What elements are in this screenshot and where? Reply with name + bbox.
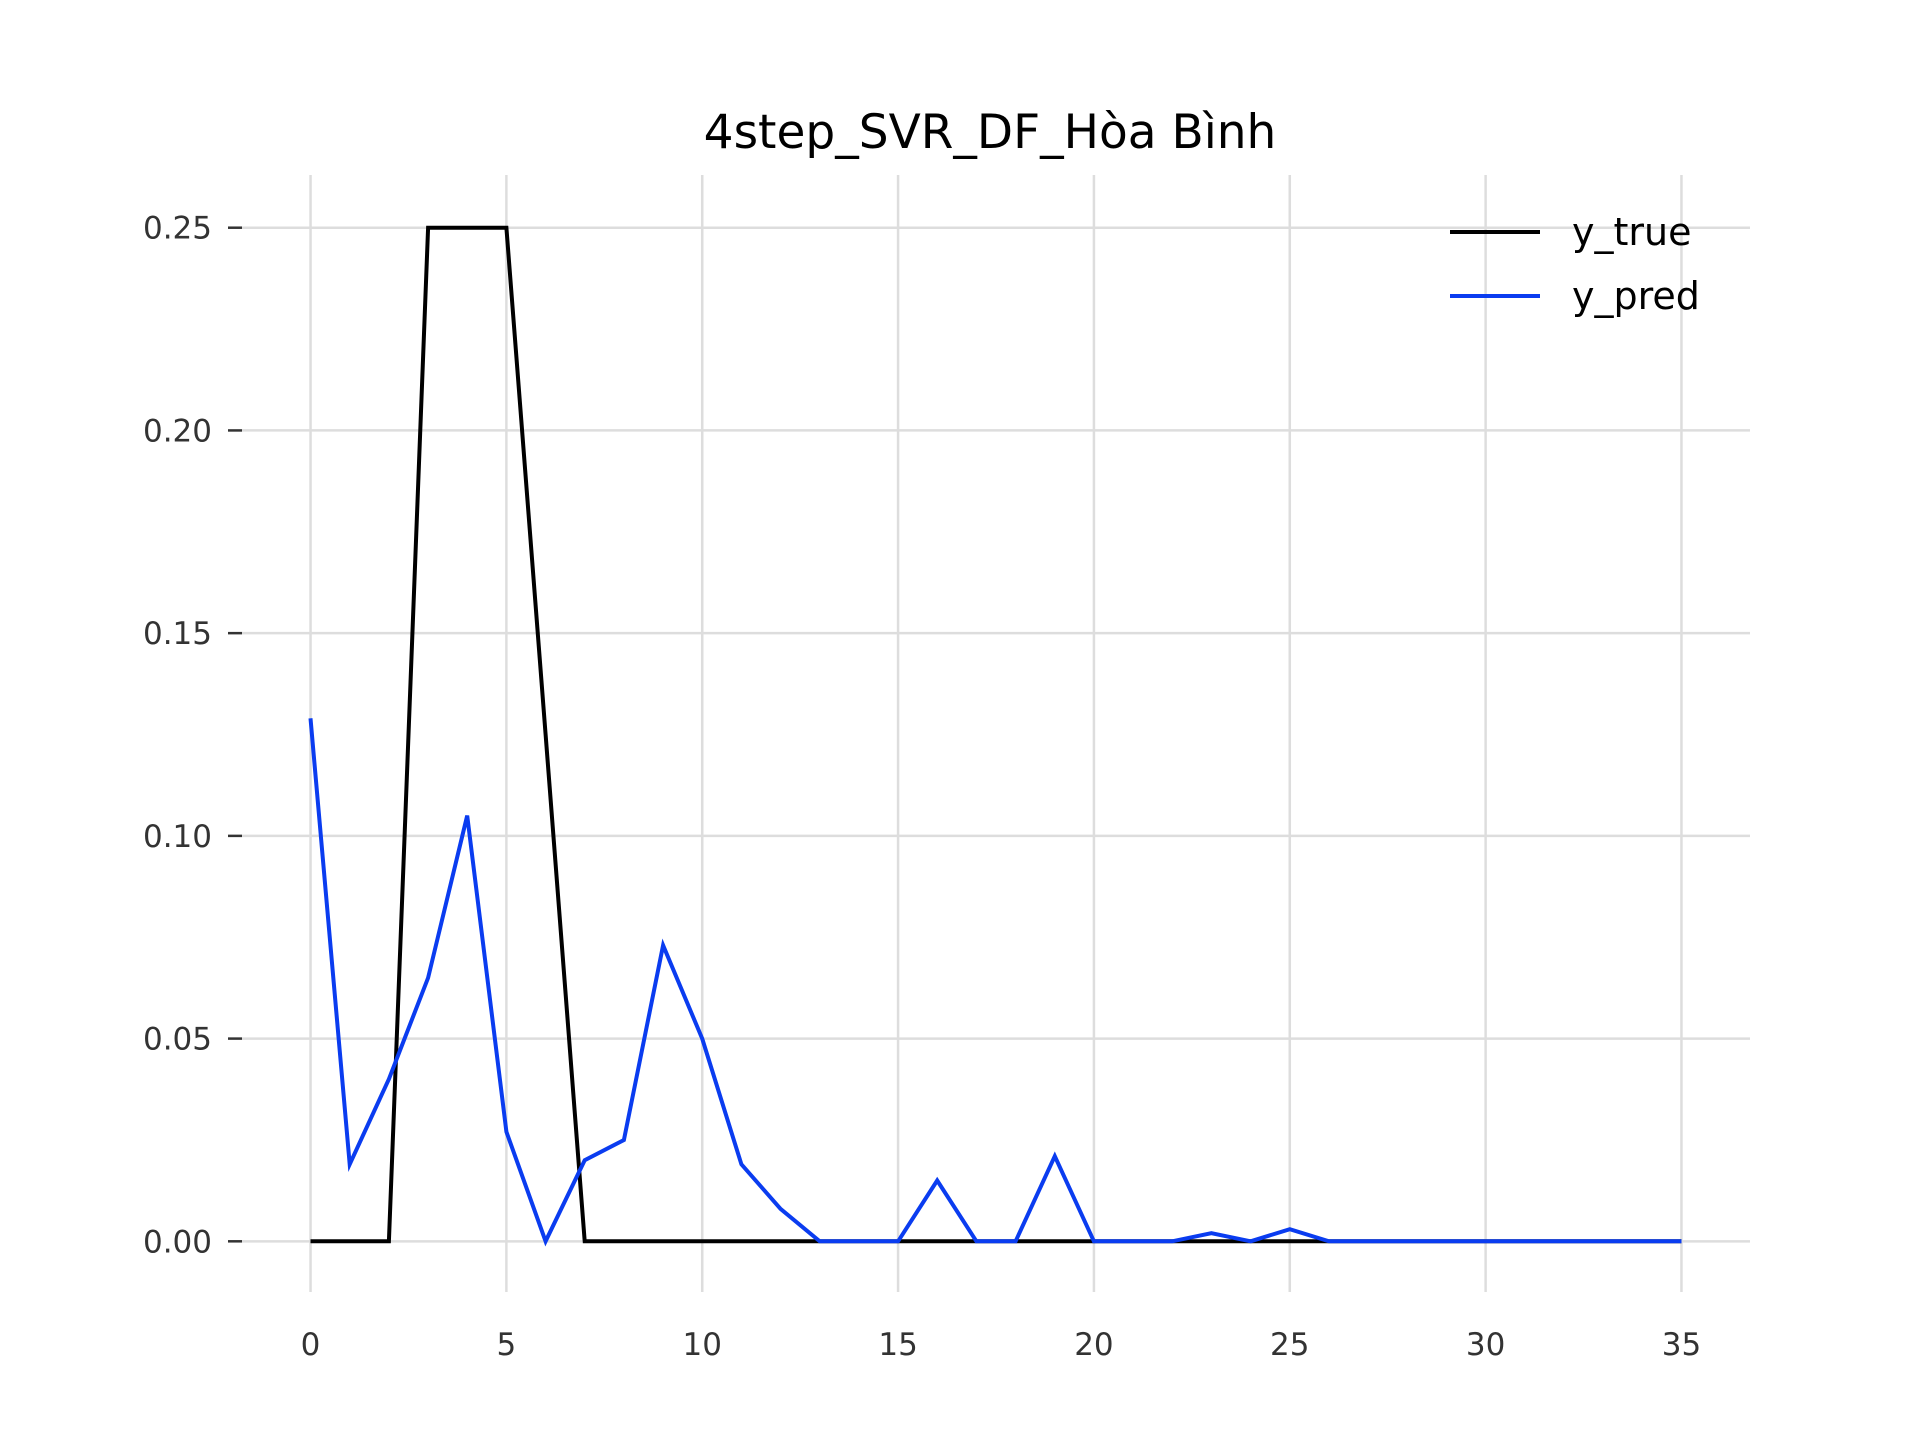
grid <box>242 175 1750 1292</box>
x-tick-label: 0 <box>301 1327 321 1363</box>
x-tick-label: 25 <box>1270 1327 1309 1363</box>
y-tick-label: 0.10 <box>143 819 212 855</box>
x-tick-label: 15 <box>878 1327 917 1363</box>
y-tick-label: 0.20 <box>143 413 212 449</box>
x-tick-label: 5 <box>497 1327 517 1363</box>
axis-ticks: 0 5 10 15 20 25 30 35 0.00 0.05 0.10 0.15 0.20 0.25 <box>143 211 1701 1363</box>
x-tick-label: 10 <box>683 1327 722 1363</box>
legend: y_true y_pred <box>1450 210 1700 318</box>
y-tick-label: 0.15 <box>143 616 212 652</box>
x-tick-label: 35 <box>1662 1327 1701 1363</box>
series-line-y-pred <box>308 718 1682 1247</box>
y-tick-label: 0.05 <box>143 1022 212 1058</box>
x-tick-label: 20 <box>1074 1327 1113 1363</box>
legend-label-y-pred: y_pred <box>1572 274 1700 318</box>
y-tick-label: 0.25 <box>143 211 212 247</box>
legend-label-y-true: y_true <box>1572 210 1691 254</box>
chart-title: 4step_SVR_DF_Hòa Bình <box>704 105 1277 160</box>
y-tick-label: 0.00 <box>143 1224 212 1260</box>
series-lines <box>308 225 1682 1247</box>
x-tick-label: 30 <box>1466 1327 1505 1363</box>
